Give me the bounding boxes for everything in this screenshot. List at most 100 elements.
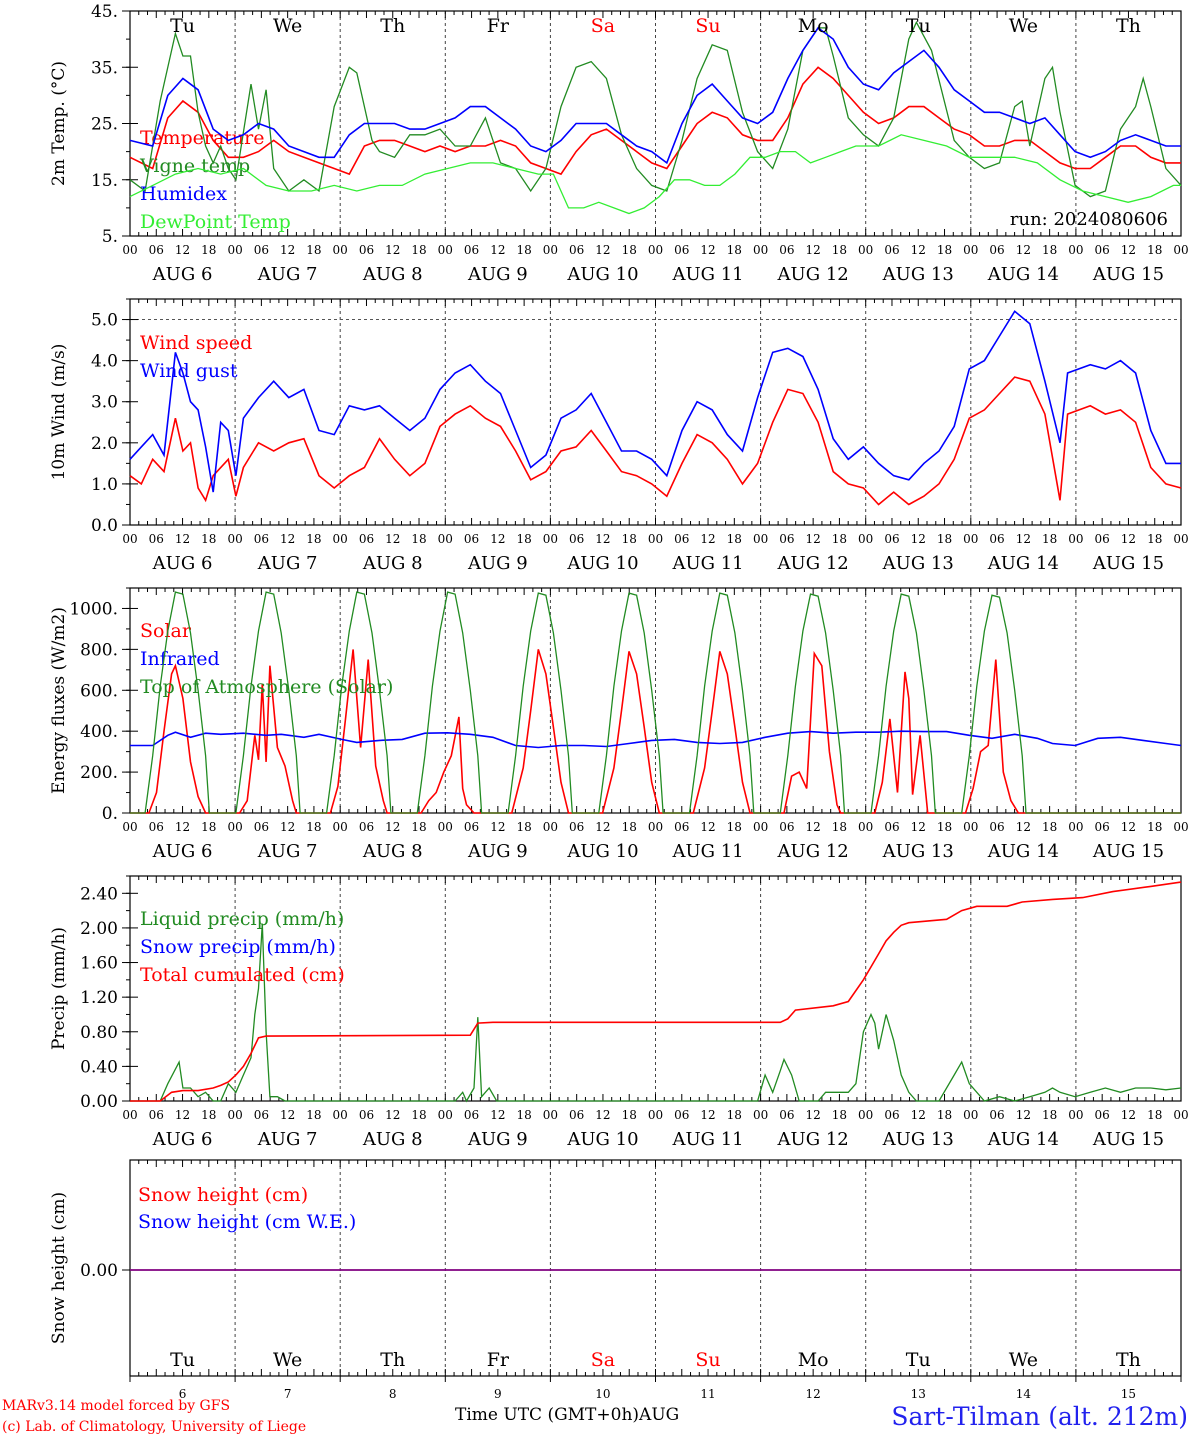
weekday-bottom-label: Tu <box>906 1349 931 1371</box>
energy-hour-label: 12 <box>911 820 926 834</box>
wind-hour-label: 00 <box>122 532 137 546</box>
precip-date-label: AUG 9 <box>467 1129 528 1150</box>
temp-legend-0: Temperature <box>140 127 264 149</box>
day-number-label: 10 <box>595 1387 610 1401</box>
precip-hour-label-final: 00 <box>1173 1108 1188 1122</box>
wind-hour-label: 18 <box>411 532 426 546</box>
energy-hour-label: 00 <box>227 820 242 834</box>
day-number-label: 9 <box>494 1387 502 1401</box>
weekday-bottom-label: Mo <box>798 1349 829 1371</box>
station-title: Sart-Tilman (alt. 212m) <box>891 1402 1188 1431</box>
precip-ytick-label: 0.80 <box>80 1023 118 1043</box>
temp-date-label: AUG 10 <box>566 264 638 285</box>
temp-legend-2: Humidex <box>140 183 227 205</box>
wind-hour-label: 00 <box>543 532 558 546</box>
precip-hour-label: 06 <box>989 1108 1004 1122</box>
precip-hour-label: 06 <box>254 1108 269 1122</box>
wind-hour-label-final: 00 <box>1173 532 1188 546</box>
precip-hour-label: 12 <box>385 1108 400 1122</box>
weekday-top-label: Mo <box>798 15 829 37</box>
temp-date-label: AUG 8 <box>362 264 423 285</box>
energy-hour-label: 18 <box>1042 820 1057 834</box>
temp-date-label: AUG 9 <box>467 264 528 285</box>
energy-hour-label: 06 <box>359 820 374 834</box>
energy-hour-label: 00 <box>122 820 137 834</box>
temp-hour-label: 06 <box>464 243 479 257</box>
temp-hour-label: 18 <box>1147 243 1162 257</box>
precip-ytick-label: 1.20 <box>80 988 118 1008</box>
energy-hour-label: 06 <box>674 820 689 834</box>
weekday-bottom-label: Th <box>1116 1349 1141 1371</box>
temp-hour-label: 00 <box>122 243 137 257</box>
run-label: run: 2024080606 <box>1010 209 1168 230</box>
wind-date-label: AUG 14 <box>987 553 1059 574</box>
wind-hour-label: 06 <box>569 532 584 546</box>
temp-date-label: AUG 12 <box>777 264 849 285</box>
wind-date-label: AUG 7 <box>257 553 318 574</box>
energy-date-label: AUG 8 <box>362 841 423 862</box>
wind-hour-label: 12 <box>280 532 295 546</box>
energy-legend-0: Solar <box>140 620 192 642</box>
precip-hour-label: 18 <box>727 1108 742 1122</box>
wind-legend-1: Wind gust <box>140 360 238 382</box>
precip-hour-label: 06 <box>464 1108 479 1122</box>
temp-hour-label: 12 <box>385 243 400 257</box>
temp-hour-label: 06 <box>254 243 269 257</box>
energy-hour-label: 18 <box>411 820 426 834</box>
wind-date-label: AUG 6 <box>152 553 213 574</box>
energy-hour-label: 18 <box>937 820 952 834</box>
wind-date-label: AUG 8 <box>362 553 423 574</box>
energy-hour-label: 18 <box>1147 820 1162 834</box>
precip-ylabel: Precip (mm/h) <box>49 927 69 1050</box>
precip-hour-label: 12 <box>175 1108 190 1122</box>
day-number-label: 11 <box>700 1387 715 1401</box>
energy-date-label: AUG 15 <box>1092 841 1164 862</box>
precip-hour-label: 00 <box>438 1108 453 1122</box>
wind-hour-label: 00 <box>648 532 663 546</box>
energy-hour-label: 00 <box>963 820 978 834</box>
lab-credit: (c) Lab. of Climatology, University of L… <box>2 1419 307 1435</box>
weekday-top-label: We <box>273 15 302 37</box>
precip-hour-label: 18 <box>622 1108 637 1122</box>
wind-hour-label: 12 <box>175 532 190 546</box>
precip-hour-label: 00 <box>963 1108 978 1122</box>
precip-ytick-label: 0.00 <box>80 1092 118 1112</box>
temp-ylabel: 2m Temp. (°C) <box>49 61 69 186</box>
temp-date-label: AUG 15 <box>1092 264 1164 285</box>
wind-hour-label: 06 <box>464 532 479 546</box>
wind-series-wind-gust <box>129 310 1181 493</box>
wind-date-label: AUG 10 <box>566 553 638 574</box>
wind-hour-label: 00 <box>858 532 873 546</box>
weekday-top-label: We <box>1009 15 1038 37</box>
snow-ylabel: Snow height (cm) <box>49 1192 69 1344</box>
energy-ytick-label: 0. <box>102 804 118 824</box>
energy-hour-label: 06 <box>569 820 584 834</box>
precip-hour-label: 06 <box>779 1108 794 1122</box>
wind-hour-label: 18 <box>727 532 742 546</box>
energy-hour-label: 00 <box>753 820 768 834</box>
weekday-top-label: Th <box>1116 15 1141 37</box>
energy-hour-label: 12 <box>1121 820 1136 834</box>
energy-ytick-label: 600. <box>80 681 118 701</box>
energy-hour-label: 18 <box>832 820 847 834</box>
wind-hour-label: 12 <box>700 532 715 546</box>
weekday-top-label: Tu <box>170 15 195 37</box>
wind-hour-label: 00 <box>227 532 242 546</box>
weekday-top-label: Fr <box>487 15 510 37</box>
wind-ytick-label: 4.0 <box>91 352 118 372</box>
temp-ytick-label: 5. <box>102 227 118 247</box>
temp-hour-label: 12 <box>280 243 295 257</box>
energy-hour-label: 12 <box>490 820 505 834</box>
energy-hour-label: 00 <box>438 820 453 834</box>
energy-hour-label: 18 <box>727 820 742 834</box>
energy-date-label: AUG 12 <box>777 841 849 862</box>
wind-hour-label: 18 <box>516 532 531 546</box>
precip-legend-0: Liquid precip (mm/h) <box>140 908 344 930</box>
energy-hour-label: 00 <box>1068 820 1083 834</box>
precip-ytick-label: 1.60 <box>80 954 118 974</box>
energy-date-label: AUG 9 <box>467 841 528 862</box>
energy-date-label: AUG 7 <box>257 841 318 862</box>
energy-date-label: AUG 13 <box>882 841 954 862</box>
temp-hour-label: 12 <box>490 243 505 257</box>
precip-hour-label: 12 <box>1121 1108 1136 1122</box>
